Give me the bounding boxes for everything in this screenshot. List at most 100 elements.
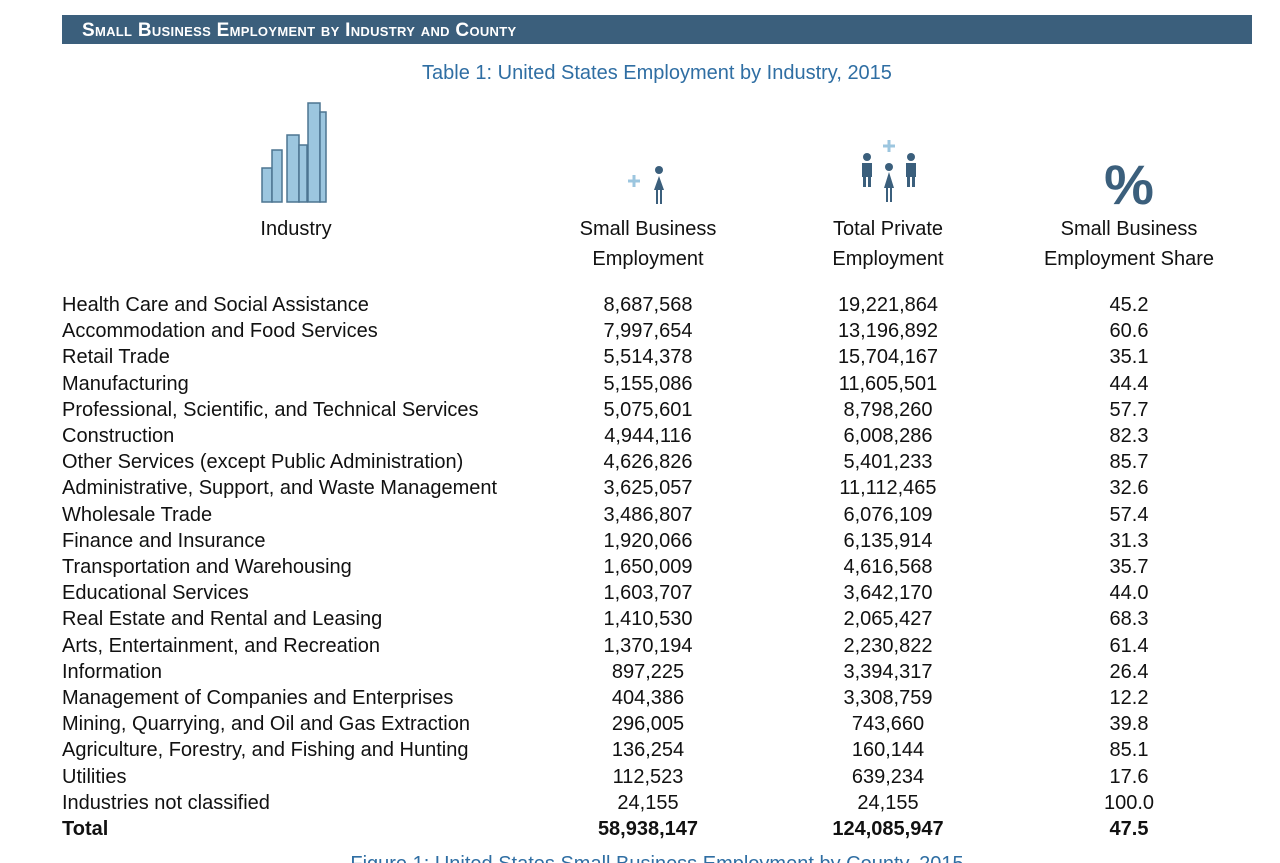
- table-cell: 6,135,914: [843, 529, 933, 552]
- column-header: Small Business Employment: [518, 214, 778, 274]
- table-cell: 7,997,654: [603, 320, 693, 343]
- table-cell: 35.1: [1109, 346, 1149, 369]
- table-cell: Other Services (except Public Administra…: [62, 451, 464, 474]
- table-cell: 404,386: [611, 687, 685, 709]
- table-title: Table 1: United States Employment by Ind…: [422, 62, 892, 84]
- table-cell: 5,514,378: [603, 346, 693, 369]
- table-cell: 11,605,501: [838, 372, 938, 395]
- table-cell: 5,155,086: [603, 372, 693, 395]
- banner-text: Small Business Employment by Industry an…: [82, 20, 517, 41]
- column-header-line: Employment: [592, 248, 704, 270]
- total-cell: 124,085,947: [832, 818, 944, 840]
- table-cell: 31.3: [1109, 529, 1149, 552]
- table-cell: Agriculture, Forestry, and Fishing and H…: [62, 739, 469, 762]
- table-cell: 68.3: [1109, 608, 1149, 631]
- table-cell: 100.0: [1103, 791, 1155, 814]
- column-header: Total Private Employment: [758, 214, 1018, 274]
- table-cell: 12.2: [1109, 687, 1149, 709]
- table-cell: Construction: [62, 425, 175, 447]
- table-cell: 3,308,759: [843, 687, 933, 709]
- table-cell: 296,005: [611, 713, 685, 736]
- table-cell: 45.2: [1109, 294, 1149, 316]
- table-cell: Information: [62, 660, 163, 683]
- column-header-line: Employment: [832, 248, 944, 270]
- table-cell: 1,650,009: [603, 556, 693, 578]
- table-cell: 60.6: [1109, 320, 1149, 343]
- table-cell: Manufacturing: [62, 372, 189, 395]
- table-cell: 1,920,066: [603, 529, 693, 552]
- table-cell: 2,230,822: [843, 634, 933, 657]
- total-private-icon: [862, 140, 916, 202]
- table-cell: 13,196,892: [837, 320, 939, 343]
- table-cell: 8,687,568: [603, 294, 693, 316]
- small-business-icon: [628, 166, 664, 204]
- column-header-line: Small Business: [1060, 218, 1198, 240]
- table-cell: 2,065,427: [843, 608, 933, 631]
- next-caption: Figure 1: United States Small Business E…: [0, 853, 1280, 863]
- table-cell: 8,798,260: [843, 398, 933, 421]
- banner: Small Business Employment by Industry an…: [62, 15, 1252, 44]
- table-cell: Transportation and Warehousing: [62, 556, 352, 578]
- table-cell: 1,410,530: [603, 608, 693, 631]
- table-cell: 57.4: [1109, 503, 1149, 526]
- table-cell: Industries not classified: [62, 791, 270, 814]
- table-cell: 4,944,116: [604, 425, 692, 447]
- table-cell: 3,642,170: [843, 582, 933, 605]
- table-cell: 35.7: [1109, 556, 1149, 578]
- table-cell: 3,486,807: [603, 503, 693, 526]
- table-cell: 57.7: [1109, 398, 1149, 421]
- column-header-line: Small Business: [579, 218, 717, 240]
- table-cell: Educational Services: [62, 582, 249, 605]
- table-cell: 112,523: [612, 765, 684, 788]
- table-cell: Professional, Scientific, and Technical …: [62, 398, 479, 421]
- table-cell: 17.6: [1109, 765, 1149, 788]
- table-cell: Administrative, Support, and Waste Manag…: [62, 477, 498, 500]
- table-cell: 44.0: [1109, 582, 1149, 605]
- table-cell: 85.1: [1109, 739, 1149, 762]
- table-cell: 639,234: [851, 765, 925, 788]
- table-cell: 85.7: [1109, 451, 1149, 474]
- column-header-line: Employment Share: [1043, 248, 1215, 270]
- column-header: Industry: [166, 214, 426, 244]
- column-header: Small Business Employment Share: [999, 214, 1259, 274]
- share-icon: %: [1104, 153, 1154, 216]
- table-cell: Retail Trade: [62, 346, 170, 369]
- table-cell: 5,401,233: [843, 451, 933, 474]
- table-cell: 24,155: [617, 791, 679, 814]
- table-cell: 15,704,167: [837, 346, 939, 369]
- table-cell: 4,616,568: [843, 556, 933, 578]
- table-cell: Health Care and Social Assistance: [62, 294, 369, 316]
- table-cell: Real Estate and Rental and Leasing: [62, 608, 383, 631]
- table-cell: 39.8: [1109, 713, 1149, 736]
- table-cell: 82.3: [1109, 425, 1149, 447]
- table-cell: Finance and Insurance: [62, 529, 266, 552]
- industry-icon: [261, 102, 327, 203]
- table-cell: 6,076,109: [843, 503, 933, 526]
- table-cell: 743,660: [851, 713, 925, 736]
- table-cell: 1,603,707: [603, 582, 693, 605]
- table-cell: 19,221,864: [837, 294, 939, 316]
- table-cell: 6,008,286: [843, 425, 933, 447]
- table-cell: 5,075,601: [603, 398, 693, 421]
- table-cell: 32.6: [1109, 477, 1149, 500]
- table-cell: 1,370,194: [603, 634, 693, 657]
- table-cell: Accommodation and Food Services: [62, 320, 378, 343]
- table-cell: 160,144: [851, 739, 925, 762]
- table-cell: Arts, Entertainment, and Recreation: [62, 634, 380, 657]
- table-cell: 3,394,317: [843, 660, 933, 683]
- table-cell: 11,112,465: [839, 477, 937, 500]
- table-cell: Utilities: [62, 765, 127, 788]
- table-cell: 44.4: [1109, 372, 1149, 395]
- header-icons: [261, 102, 916, 204]
- column-header-line: Total Private: [832, 218, 944, 240]
- table-cell: 897,225: [611, 660, 685, 683]
- total-cell: Total: [62, 818, 109, 840]
- table-cell: Mining, Quarrying, and Oil and Gas Extra…: [62, 713, 470, 736]
- table-cell: 24,155: [857, 791, 919, 814]
- table-cell: 26.4: [1109, 660, 1149, 683]
- column-header-line: Industry: [260, 218, 332, 240]
- table-cell: Wholesale Trade: [62, 503, 213, 526]
- table-cell: 61.4: [1109, 634, 1149, 657]
- table-cell: 3,625,057: [603, 477, 693, 500]
